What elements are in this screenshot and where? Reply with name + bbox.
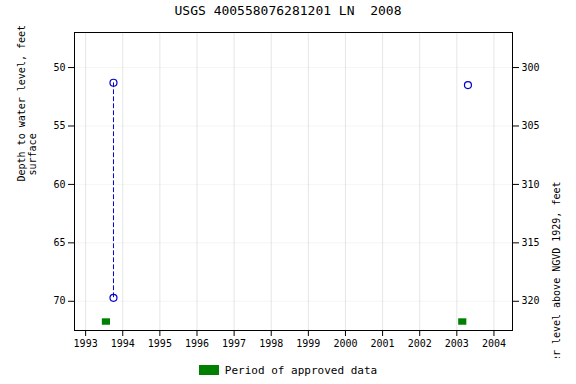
svg-text:60: 60 [53, 179, 65, 190]
svg-text:70: 70 [53, 295, 65, 306]
svg-text:2003: 2003 [445, 338, 469, 349]
svg-text:300: 300 [522, 62, 540, 73]
svg-text:305: 305 [522, 120, 540, 131]
svg-text:2004: 2004 [482, 338, 506, 349]
svg-text:55: 55 [53, 120, 65, 131]
svg-text:2000: 2000 [333, 338, 357, 349]
svg-text:50: 50 [53, 62, 65, 73]
svg-text:2002: 2002 [408, 338, 432, 349]
html-text:Period of approved data: Period of approved data [224, 363, 378, 377]
svg-text:1993: 1993 [74, 338, 98, 349]
svg-text:315: 315 [522, 237, 540, 248]
svg-text:1994: 1994 [111, 338, 135, 349]
svg-text:1998: 1998 [259, 338, 283, 349]
svg-text:65: 65 [53, 237, 65, 248]
svg-text:320: 320 [522, 295, 540, 306]
svg-text:1995: 1995 [148, 338, 172, 349]
svg-text:Depth to water level, feet bel: Depth to water level, feet below land su… [16, 22, 38, 182]
svg-text:2001: 2001 [371, 338, 395, 349]
svg-text:1999: 1999 [296, 338, 320, 349]
svg-text:Groundwater level above NGVD 1: Groundwater level above NGVD 1929, feet [551, 182, 562, 359]
html-text:USGS 400558076281201 LN 2008: USGS 400558076281201 LN 2008 [174, 3, 402, 18]
svg-text:1996: 1996 [185, 338, 209, 349]
svg-text:1997: 1997 [222, 338, 246, 349]
svg-text:310: 310 [522, 179, 540, 190]
